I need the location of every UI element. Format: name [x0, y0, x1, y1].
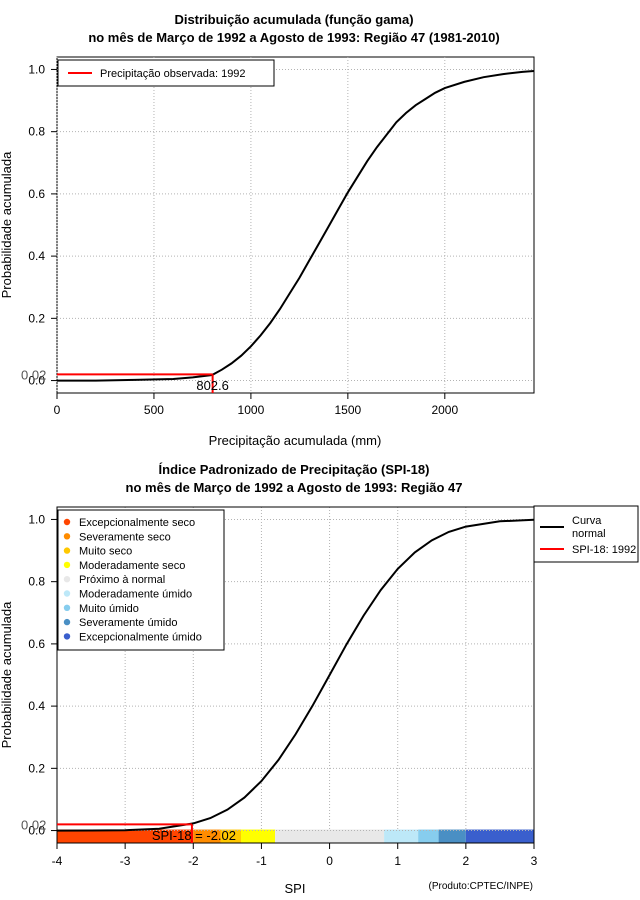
chart2-curve-legend: Curva normal SPI-18: 1992	[533, 505, 639, 563]
chart1-xtick-label: 1500	[335, 403, 362, 417]
category-legend-swatch	[63, 618, 71, 626]
chart1-y-ticks	[51, 68, 57, 382]
chart1-gamma-curve	[57, 70, 535, 382]
chart2-xtick-label: -4	[52, 854, 63, 868]
category-legend-label: Severamente seco	[79, 531, 171, 543]
spi-class-band	[418, 829, 439, 843]
category-legend-swatch	[63, 604, 71, 611]
chart2-xtick-label: 3	[531, 854, 538, 868]
chart2-spi-value-label: SPI-18 = -2.02	[152, 828, 236, 843]
chart2-category-legend: Excepcionalmente seco Severamente seco M…	[57, 509, 225, 651]
chart1-y-tick-labels: 0.0 0.2 0.4 0.6 0.8 1.0	[28, 62, 45, 387]
chart1-ytick-label: 1.0	[28, 62, 45, 76]
spi-class-band	[220, 829, 241, 843]
chart1-ytick-label: 0.0	[28, 374, 45, 388]
chart2-y-axis-label: Probabilidade acumulada	[0, 601, 14, 748]
spi-class-band	[57, 829, 194, 843]
chart2-x-axis-label: SPI	[285, 881, 306, 896]
chart2-title: Índice Padronizado de Precipitação (SPI-…	[159, 462, 430, 477]
category-legend-swatch	[63, 547, 71, 554]
chart1-x-tick-labels: 0 500 1000 1500 2000	[54, 403, 459, 417]
category-legend-label: Excepcionalmente seco	[79, 517, 195, 529]
chart2-x-tick-labels: -4 -3 -2 -1 0 1 2 3	[52, 854, 538, 868]
chart1-x-ticks	[56, 393, 446, 399]
spi-class-band	[193, 829, 221, 843]
chart2-ytick-label: 1.0	[28, 512, 45, 526]
curve-legend-label-spi: SPI-18: 1992	[572, 544, 636, 556]
chart2-ytick-label: 0.6	[28, 637, 45, 651]
category-legend-swatch	[63, 518, 71, 526]
spi-class-band	[438, 829, 466, 843]
chart2-y-tick-labels: 0.0 0.2 0.4 0.6 0.8 1.0	[28, 512, 45, 837]
chart2-xtick-label: 0	[326, 854, 333, 868]
category-legend-label: Muito úmido	[79, 603, 139, 615]
chart2-ytick-label: 0.0	[28, 824, 45, 838]
chart2-curve-legend-box	[533, 505, 639, 563]
chart2-class-bands	[57, 829, 534, 843]
chart1-xtick-label: 0	[54, 403, 61, 417]
chart2-xtick-label: -3	[120, 854, 131, 868]
chart2-subtitle: no mês de Março de 1992 a Agosto de 1993…	[126, 480, 463, 495]
chart2-xtick-label: 2	[463, 854, 470, 868]
chart1-y-axis-label: Probabilidade acumulada	[0, 151, 14, 298]
chart2-category-legend-box	[57, 509, 225, 651]
chart1-ytick-label: 0.4	[28, 249, 45, 263]
chart1-xtick-label: 1000	[238, 403, 265, 417]
chart1-ytick-label: 0.6	[28, 187, 45, 201]
curve-legend-label-normal-2: normal	[572, 528, 606, 540]
category-legend-label: Próximo à normal	[79, 574, 165, 586]
spi-class-band	[384, 829, 419, 843]
curve-legend-label-normal-1: Curva	[572, 515, 602, 527]
chart1-observed-y-label: 0.02	[21, 367, 46, 382]
chart1-xtick-label: 2000	[431, 403, 458, 417]
category-legend-swatch	[63, 576, 71, 583]
chart2-ytick-label: 0.4	[28, 699, 45, 713]
chart2-xtick-label: -2	[188, 854, 199, 868]
chart1-legend-box	[57, 59, 275, 87]
chart1-subtitle: no mês de Março de 1992 a Agosto de 1993…	[88, 30, 499, 45]
chart1-ytick-label: 0.2	[28, 311, 45, 325]
category-legend-label: Severamente úmido	[79, 617, 177, 629]
chart2-xtick-label: -1	[256, 854, 267, 868]
chart1-observed-x-label: 802.6	[196, 378, 229, 393]
spi-class-band	[240, 829, 276, 843]
chart1-title: Distribuição acumulada (função gama)	[174, 12, 413, 27]
chart2-y-ticks	[51, 518, 57, 832]
category-legend-label: Excepcionalmente úmido	[79, 631, 202, 643]
chart1-plot-frame	[56, 56, 535, 394]
credit-text: (Produto:CPTEC/INPE)	[429, 881, 533, 892]
chart1-xtick-label: 500	[144, 403, 164, 417]
chart2-x-ticks	[56, 843, 535, 849]
chart2-xtick-label: 1	[394, 854, 401, 868]
chart2-ytick-label: 0.2	[28, 761, 45, 775]
category-legend-label: Moderadamente úmido	[79, 589, 192, 601]
chart2-ytick-label: 0.8	[28, 575, 45, 589]
chart1-grid	[56, 57, 534, 393]
chart2-plot-frame	[56, 506, 535, 844]
category-legend-label: Muito seco	[79, 546, 132, 558]
category-legend-swatch	[63, 561, 71, 569]
chart1-ytick-label: 0.8	[28, 125, 45, 139]
spi-class-band	[465, 829, 534, 843]
category-legend-swatch	[63, 533, 71, 540]
chart1-legend: Precipitação observada: 1992	[57, 59, 275, 87]
chart1-x-axis-label: Precipitação acumulada (mm)	[209, 433, 382, 448]
chart1-legend-label: Precipitação observada: 1992	[100, 68, 246, 80]
chart2-observed-y-label: 0.02	[21, 817, 46, 832]
category-legend-swatch	[63, 633, 71, 640]
category-legend-label: Moderadamente seco	[79, 560, 185, 572]
spi-class-band	[275, 829, 385, 843]
category-legend-swatch	[63, 590, 71, 597]
